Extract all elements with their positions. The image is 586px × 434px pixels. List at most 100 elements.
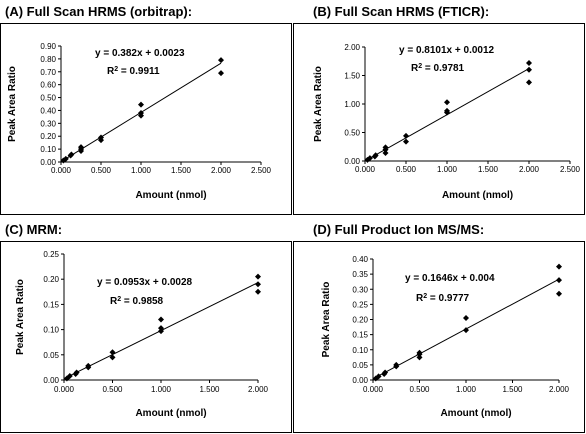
data-point <box>403 138 409 145</box>
regression-equation: y = 0.0953x + 0.0028 <box>97 277 193 288</box>
data-point <box>78 144 84 151</box>
y-axis-label: Peak Area Ratio <box>15 279 26 355</box>
x-tick-label: 0.000 <box>51 166 72 175</box>
x-tick-label: 1.500 <box>478 165 499 174</box>
chart-panel-b: (B) Full Scan HRMS (FTICR): 0.000 0.500 1.… <box>293 0 586 217</box>
y-tick-label: 0.00 <box>43 376 59 385</box>
data-point <box>416 349 423 356</box>
y-tick-label: 0.20 <box>352 316 368 325</box>
y-tick-label: 0.00 <box>352 376 368 385</box>
y-tick-label: 0.50 <box>344 129 360 138</box>
regression-equation: y = 0.8101x + 0.0012 <box>399 45 495 56</box>
plot-frame <box>0 241 292 433</box>
x-tick-label: 0.000 <box>54 385 75 394</box>
y-tick-label: 0.40 <box>40 106 56 115</box>
plot-area: 0.000 0.500 1.000 1.500 2.000 2.500 0.00 0.50 1.… <box>313 43 581 201</box>
chart-b: (B) Full Scan HRMS (FTICR): 0.000 0.500 1.… <box>293 4 585 215</box>
x-tick-label: 1.000 <box>456 385 477 394</box>
y-tick-label: 0.25 <box>352 300 368 309</box>
chart-title: (D) Full Product Ion MS/MS: <box>313 222 484 237</box>
data-point <box>255 288 261 295</box>
data-point <box>416 354 423 361</box>
data-point <box>73 369 80 376</box>
data-point <box>255 273 261 280</box>
x-tick-label: 0.000 <box>355 165 376 174</box>
data-point <box>526 59 532 66</box>
x-tick-label: 2.500 <box>251 166 272 175</box>
x-tick-label: 1.500 <box>171 166 192 175</box>
y-tick-label: 0.25 <box>43 250 59 259</box>
y-tick-label: 0.15 <box>352 331 368 340</box>
y-tick-label: 0.15 <box>43 300 59 309</box>
data-point <box>158 325 164 332</box>
x-tick-label: 1.000 <box>437 165 458 174</box>
x-tick-label: 2.000 <box>549 385 570 394</box>
data-point <box>138 110 144 117</box>
x-axis-label: Amount (nmol) <box>440 408 511 419</box>
data-point <box>382 144 389 151</box>
data-point <box>444 99 450 106</box>
data-point <box>556 263 562 270</box>
data-point <box>393 361 400 368</box>
chart-c: (C) MRM: 0.000 0.500 1.000 1.500 2.0000.000.… <box>0 222 292 433</box>
x-axis-label: Amount (nmol) <box>135 408 206 419</box>
y-tick-label: 2.00 <box>344 43 360 52</box>
regression-equation: y = 0.1646x + 0.004 <box>405 273 495 284</box>
y-tick-label: 0.30 <box>40 119 56 128</box>
data-point <box>372 152 379 159</box>
y-tick-label: 0.30 <box>352 285 368 294</box>
y-tick-label: 0.40 <box>352 255 368 264</box>
plot-frame <box>0 23 292 215</box>
x-tick-label: 1.500 <box>199 385 220 394</box>
r-squared-value: R2 = 0.9777 <box>416 293 470 305</box>
data-point <box>463 314 469 321</box>
y-tick-label: 0.20 <box>43 275 59 284</box>
chart-d: (D) Full Product Ion MS/MS: 0.000 0.500 1.… <box>293 222 585 433</box>
chart-panel-a: (A) Full Scan HRMS (orbitrap): 0.000 0.50… <box>0 0 293 217</box>
data-point <box>158 328 164 335</box>
data-point <box>526 66 532 73</box>
y-tick-label: 1.00 <box>344 100 360 109</box>
y-axis-label: Peak Area Ratio <box>313 66 324 142</box>
x-tick-label: 2.000 <box>211 166 232 175</box>
y-tick-label: 0.50 <box>40 94 56 103</box>
data-point <box>218 70 224 77</box>
x-tick-label: 2.000 <box>519 165 540 174</box>
y-axis-label: Peak Area Ratio <box>321 282 332 358</box>
y-tick-label: 0.90 <box>40 42 56 51</box>
x-tick-label: 0.500 <box>91 166 112 175</box>
data-point <box>109 354 116 361</box>
x-tick-label: 0.500 <box>396 165 417 174</box>
y-tick-label: 0.10 <box>352 346 368 355</box>
data-point <box>109 349 116 356</box>
regression-equation: y = 0.382x + 0.0023 <box>95 48 185 59</box>
plot-frame <box>293 241 585 433</box>
chart-title: (A) Full Scan HRMS (orbitrap): <box>5 4 192 19</box>
data-point <box>62 155 69 162</box>
data-point <box>158 316 164 323</box>
y-tick-label: 0.10 <box>43 326 59 335</box>
data-point <box>372 375 379 382</box>
data-point <box>526 79 532 86</box>
y-tick-label: 0.20 <box>40 132 56 141</box>
y-tick-label: 1.50 <box>344 72 360 81</box>
x-axis-label: Amount (nmol) <box>135 190 206 201</box>
y-tick-label: 0.10 <box>40 145 56 154</box>
chart-a: (A) Full Scan HRMS (orbitrap): 0.000 0.50… <box>0 4 292 215</box>
data-point <box>463 327 469 334</box>
plot-frame <box>293 23 585 215</box>
y-tick-label: 0.35 <box>352 270 368 279</box>
data-point <box>218 57 224 64</box>
r-squared-value: R2 = 0.9911 <box>107 66 160 78</box>
chart-title: (C) MRM: <box>5 222 62 237</box>
x-tick-label: 2.500 <box>560 165 581 174</box>
x-tick-label: 0.500 <box>102 385 123 394</box>
plot-area: 0.000 0.500 1.000 1.500 2.000 0.00 0.05 0.10 0.1… <box>15 250 269 419</box>
x-axis-label: Amount (nmol) <box>442 190 513 201</box>
chart-panel-c: (C) MRM: 0.000 0.500 1.000 1.500 2.000 0.00 0.… <box>0 217 293 434</box>
data-point <box>255 281 261 288</box>
x-tick-label: 0.500 <box>409 385 430 394</box>
data-point <box>66 372 73 379</box>
data-point <box>98 134 104 141</box>
chart-panel-d: (D) Full Product Ion MS/MS: 0.000 0.500 1.… <box>293 217 586 434</box>
